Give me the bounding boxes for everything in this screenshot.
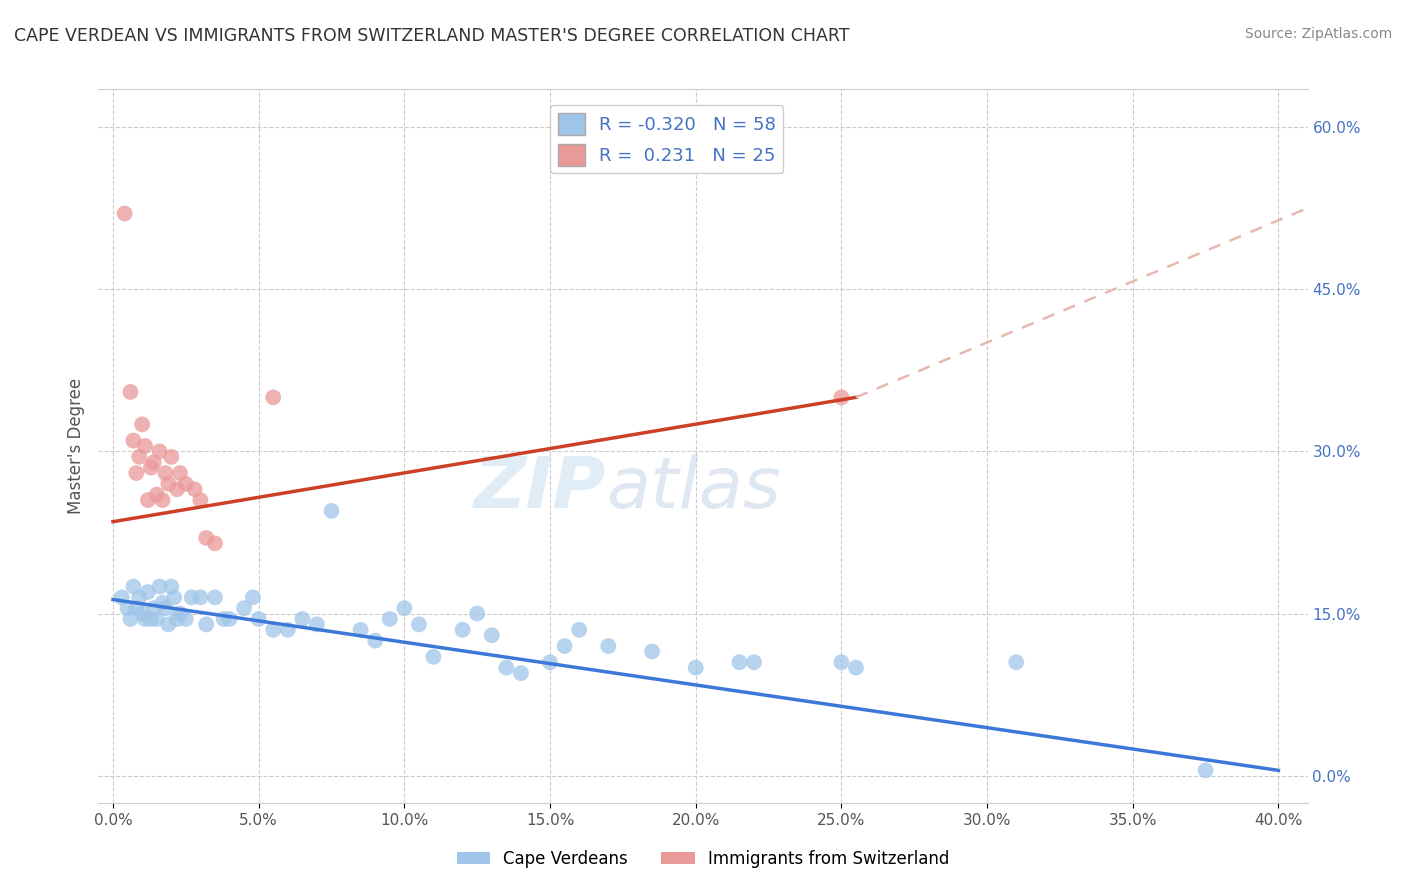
Point: [830, 390, 852, 404]
Point: [125, 601, 148, 615]
Point: [408, 617, 430, 632]
Point: [728, 655, 751, 669]
Point: [538, 655, 561, 669]
Point: [195, 531, 218, 545]
Point: [128, 450, 150, 464]
Point: [169, 607, 191, 621]
Point: [114, 206, 136, 220]
Point: [142, 601, 165, 615]
Point: [120, 612, 142, 626]
Legend: R = -0.320   N = 58, R =  0.231   N = 25: R = -0.320 N = 58, R = 0.231 N = 25: [550, 105, 783, 173]
Point: [155, 601, 177, 615]
Point: [174, 612, 197, 626]
Point: [204, 591, 226, 605]
Point: [845, 660, 868, 674]
Point: [262, 390, 284, 404]
Point: [830, 655, 852, 669]
Point: [142, 455, 165, 469]
Point: [568, 623, 591, 637]
Point: [145, 612, 167, 626]
Point: [598, 639, 620, 653]
Point: [509, 666, 531, 681]
Point: [136, 493, 159, 508]
Point: [174, 476, 197, 491]
Point: [157, 617, 180, 632]
Point: [180, 591, 202, 605]
Point: [160, 580, 183, 594]
Point: [247, 612, 270, 626]
Point: [554, 639, 576, 653]
Point: [152, 596, 174, 610]
Point: [183, 482, 205, 496]
Point: [641, 644, 664, 658]
Point: [163, 591, 186, 605]
Point: [149, 580, 172, 594]
Legend: Cape Verdeans, Immigrants from Switzerland: Cape Verdeans, Immigrants from Switzerla…: [450, 844, 956, 875]
Point: [131, 607, 153, 621]
Point: [134, 439, 156, 453]
Point: [378, 612, 401, 626]
Point: [128, 591, 150, 605]
Point: [218, 612, 240, 626]
Point: [364, 633, 387, 648]
Text: ZIP: ZIP: [474, 454, 606, 524]
Point: [149, 444, 172, 458]
Point: [465, 607, 488, 621]
Text: atlas: atlas: [606, 454, 780, 524]
Point: [157, 476, 180, 491]
Point: [111, 591, 134, 605]
Point: [277, 623, 299, 637]
Point: [350, 623, 373, 637]
Point: [131, 417, 153, 432]
Point: [125, 466, 148, 480]
Point: [305, 617, 328, 632]
Point: [742, 655, 765, 669]
Point: [139, 612, 162, 626]
Point: [136, 585, 159, 599]
Point: [139, 460, 162, 475]
Point: [481, 628, 503, 642]
Point: [451, 623, 474, 637]
Point: [321, 504, 343, 518]
Point: [195, 617, 218, 632]
Point: [291, 612, 314, 626]
Point: [166, 612, 188, 626]
Point: [134, 612, 156, 626]
Point: [120, 384, 142, 399]
Point: [152, 493, 174, 508]
Point: [212, 612, 235, 626]
Y-axis label: Master's Degree: Master's Degree: [66, 378, 84, 514]
Point: [190, 493, 212, 508]
Text: CAPE VERDEAN VS IMMIGRANTS FROM SWITZERLAND MASTER'S DEGREE CORRELATION CHART: CAPE VERDEAN VS IMMIGRANTS FROM SWITZERL…: [14, 27, 849, 45]
Point: [122, 580, 145, 594]
Point: [242, 591, 264, 605]
Point: [1005, 655, 1028, 669]
Point: [495, 660, 517, 674]
Point: [233, 601, 256, 615]
Text: Source: ZipAtlas.com: Source: ZipAtlas.com: [1244, 27, 1392, 41]
Point: [394, 601, 416, 615]
Point: [166, 482, 188, 496]
Point: [122, 434, 145, 448]
Point: [262, 623, 284, 637]
Point: [204, 536, 226, 550]
Point: [155, 466, 177, 480]
Point: [169, 466, 191, 480]
Point: [190, 591, 212, 605]
Point: [117, 601, 139, 615]
Point: [422, 649, 444, 664]
Point: [160, 450, 183, 464]
Point: [685, 660, 707, 674]
Point: [145, 488, 167, 502]
Point: [1194, 764, 1216, 778]
